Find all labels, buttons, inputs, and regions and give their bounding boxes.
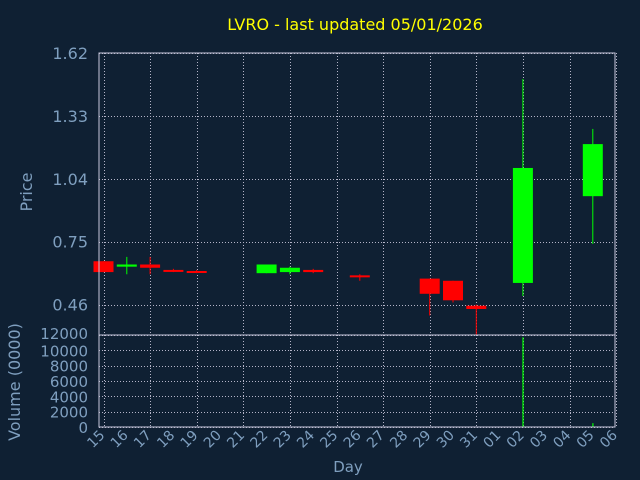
candlesticks <box>93 79 603 335</box>
volume-tick-label: 12000 <box>40 325 88 343</box>
candle <box>116 256 137 275</box>
candle <box>93 261 114 273</box>
candle <box>419 278 440 316</box>
price-tick-label: 1.04 <box>52 170 88 189</box>
candle <box>186 269 207 274</box>
volume-tick-label: 6000 <box>50 373 88 391</box>
volume-bars <box>522 337 594 427</box>
candle-body <box>186 271 207 274</box>
candle-body <box>582 144 603 197</box>
price-tick-label: 0.46 <box>52 296 88 315</box>
day-axis-label: Day <box>333 458 363 476</box>
candle <box>443 280 463 303</box>
volume-tick-label: 0 <box>78 419 88 437</box>
price-axis-label: Price <box>17 172 36 211</box>
candle <box>256 264 277 274</box>
candle-body <box>443 280 463 301</box>
candle <box>349 274 370 281</box>
volume-tick-label: 4000 <box>50 388 88 406</box>
volume-tick-label: 10000 <box>40 342 88 360</box>
candle-body <box>93 261 114 273</box>
candle-body <box>116 264 137 267</box>
candle <box>582 128 603 244</box>
candle <box>279 266 300 275</box>
volume-panel-frame <box>98 334 616 428</box>
volume-bar <box>522 337 524 427</box>
candle <box>163 268 184 273</box>
candle-body <box>163 269 184 272</box>
candle-body <box>256 264 277 274</box>
chart-title: LVRO - last updated 05/01/2026 <box>227 15 483 34</box>
price-tick-label: 0.75 <box>52 233 88 252</box>
price-tick-label: 1.62 <box>52 44 88 63</box>
candle <box>140 256 161 275</box>
candle <box>512 79 533 296</box>
volume-axis-label: Volume (0000) <box>5 323 24 441</box>
candle-body <box>466 305 487 309</box>
candle-body <box>140 264 161 268</box>
candle-body <box>349 275 370 278</box>
candle-body <box>303 269 324 273</box>
candle-body <box>419 278 440 294</box>
candle-body <box>512 167 533 283</box>
candle <box>466 304 487 335</box>
volume-gridlines <box>99 335 617 428</box>
y-tick-labels: 0.46 0.75 1.04 1.33 1.62 02000400060008000100… <box>40 44 88 437</box>
price-tick-label: 1.33 <box>52 107 88 126</box>
candle-body <box>279 267 300 273</box>
x-tick-labels: 15 16 17 18 19 20 21 22 23 24 25 26 27 28 29 30 31 01 02 03… <box>84 427 621 451</box>
volume-tick-label: 2000 <box>50 404 88 422</box>
volume-tick-label: 8000 <box>50 358 88 376</box>
candle <box>303 268 324 274</box>
volume-bar <box>592 423 594 427</box>
